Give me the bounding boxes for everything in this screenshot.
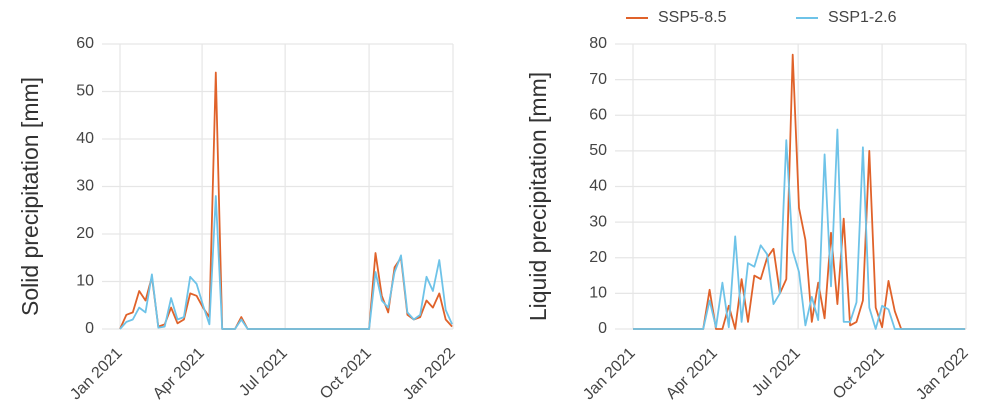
x-tick-label: Oct 2021 — [317, 345, 375, 403]
x-tick-label: Jul 2021 — [236, 345, 291, 400]
y-tick-label: 60 — [589, 106, 607, 123]
x-tick-label: Jan 2021 — [580, 345, 639, 404]
y-tick-label: 40 — [589, 178, 607, 195]
x-tick-label: Apr 2021 — [663, 345, 721, 403]
y-axis-label: Liquid precipitation [mm] — [525, 72, 551, 321]
y-tick-label: 50 — [76, 83, 94, 100]
y-axis-label: Solid precipitation [mm] — [17, 77, 43, 316]
series-line — [119, 195, 453, 330]
y-tick-label: 0 — [85, 320, 94, 337]
x-tick-label: Jan 2021 — [67, 345, 126, 404]
legend-label: SSP1-2.6 — [828, 9, 897, 26]
series-line — [119, 71, 453, 330]
x-tick-label: Jan 2022 — [913, 345, 972, 404]
y-tick-label: 40 — [76, 130, 94, 147]
y-tick-label: 30 — [589, 213, 607, 230]
x-tick-label: Apr 2021 — [150, 345, 208, 403]
x-tick-label: Jan 2022 — [400, 345, 459, 404]
x-tick-label: Jul 2021 — [749, 345, 804, 400]
y-tick-label: 10 — [76, 273, 94, 290]
x-tick-label: Oct 2021 — [830, 345, 888, 403]
series-line — [633, 53, 966, 330]
y-tick-label: 10 — [589, 285, 607, 302]
series-line — [633, 128, 966, 330]
y-tick-label: 20 — [589, 249, 607, 266]
y-tick-label: 50 — [589, 142, 607, 159]
y-tick-label: 80 — [589, 35, 607, 52]
legend-label: SSP5-8.5 — [658, 9, 727, 26]
y-tick-label: 20 — [76, 225, 94, 242]
y-tick-label: 30 — [76, 178, 94, 195]
y-tick-label: 60 — [76, 35, 94, 52]
y-tick-label: 70 — [589, 71, 607, 88]
y-tick-label: 0 — [598, 320, 607, 337]
